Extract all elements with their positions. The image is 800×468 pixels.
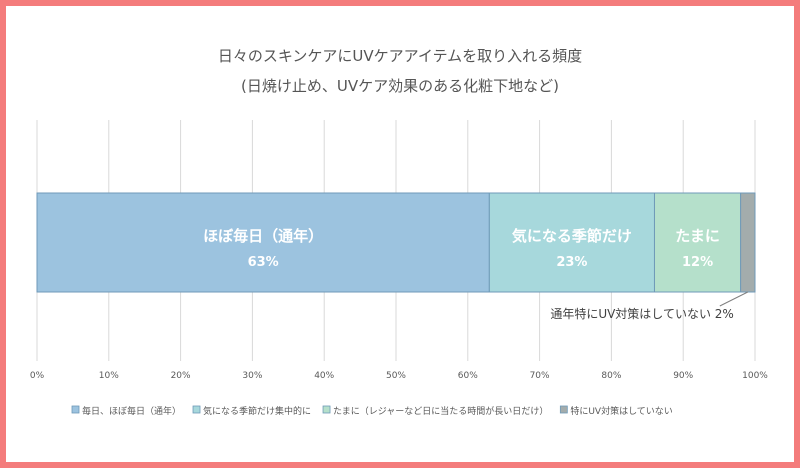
x-tick-label: 80% bbox=[601, 371, 621, 381]
chart-subtitle: (日焼け止め、UVケア効果のある化粧下地など) bbox=[241, 77, 559, 95]
bar-segment-1 bbox=[36, 192, 490, 293]
x-tick-label: 60% bbox=[458, 371, 478, 381]
x-tick-label: 10% bbox=[99, 371, 119, 381]
stacked-bar-chart: 0% 10% 20% 30% 40% 50% 60% 70% 80% 90% 100% ほぼ毎日（通年… bbox=[30, 120, 768, 417]
x-tick-label: 50% bbox=[386, 371, 406, 381]
x-tick-label: 100% bbox=[742, 371, 768, 381]
legend-label-4: 特にUV対策はしていない bbox=[570, 405, 672, 417]
legend-label-2: 気になる季節だけ集中的に bbox=[203, 405, 311, 417]
value-label-3: 12% bbox=[682, 255, 713, 270]
callout-label: 通年特にUV対策はしていない 2% bbox=[550, 306, 734, 321]
x-tick-label: 90% bbox=[673, 371, 693, 381]
legend-swatch-2 bbox=[192, 405, 201, 414]
callout-leader-line bbox=[719, 291, 749, 307]
legend-swatch-1 bbox=[71, 405, 80, 414]
x-tick-label: 70% bbox=[530, 371, 550, 381]
x-tick-label: 0% bbox=[30, 371, 45, 381]
legend-swatch-4 bbox=[559, 405, 568, 414]
bar-segment-4 bbox=[740, 192, 756, 293]
bar-segment-2 bbox=[488, 192, 655, 293]
chart-frame: 日々のスキンケアにUVケアアイテムを取り入れる頻度 (日焼け止め、UVケア効果の… bbox=[6, 6, 794, 462]
bar-label-1: ほぼ毎日（通年） bbox=[203, 227, 323, 245]
legend-swatch-3 bbox=[322, 405, 331, 414]
x-tick-label: 40% bbox=[314, 371, 334, 381]
bar-label-2: 気になる季節だけ bbox=[512, 227, 632, 245]
chart-title: 日々のスキンケアにUVケアアイテムを取り入れる頻度 bbox=[217, 47, 583, 65]
bar-segment-3 bbox=[653, 192, 742, 293]
legend-label-3: たまに（レジャーなど日に当たる時間が長い日だけ） bbox=[333, 405, 548, 417]
x-tick-label: 20% bbox=[171, 371, 191, 381]
value-label-2: 23% bbox=[556, 255, 587, 270]
legend-label-1: 毎日、ほぼ毎日（通年） bbox=[82, 405, 181, 417]
value-label-1: 63% bbox=[248, 255, 279, 270]
x-tick-label: 30% bbox=[242, 371, 262, 381]
bar-label-3: たまに bbox=[675, 227, 720, 245]
